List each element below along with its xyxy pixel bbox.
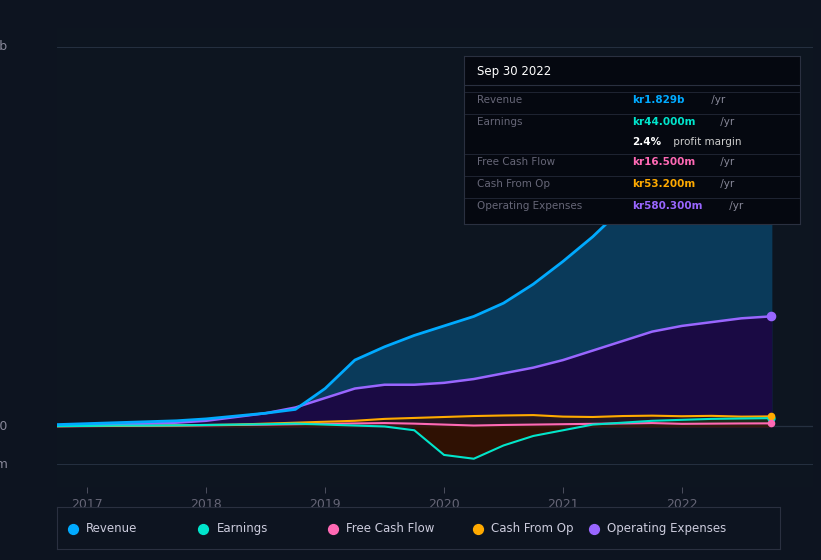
Text: kr580.300m: kr580.300m [632, 200, 703, 211]
Point [764, 312, 777, 321]
Text: 2.4%: 2.4% [632, 137, 661, 147]
Text: -kr200m: -kr200m [0, 458, 8, 471]
Text: /yr: /yr [727, 200, 744, 211]
Point [587, 524, 600, 533]
Text: /yr: /yr [717, 116, 734, 127]
Text: /yr: /yr [717, 157, 734, 167]
Text: kr44.000m: kr44.000m [632, 116, 695, 127]
Text: kr53.200m: kr53.200m [632, 179, 695, 189]
Point [197, 524, 210, 533]
Text: Operating Expenses: Operating Expenses [607, 522, 726, 535]
Text: profit margin: profit margin [670, 137, 741, 147]
Text: kr2b: kr2b [0, 40, 8, 53]
Text: Revenue: Revenue [477, 95, 522, 105]
Point [764, 75, 777, 84]
Text: Free Cash Flow: Free Cash Flow [346, 522, 435, 535]
Text: /yr: /yr [717, 179, 734, 189]
Text: Earnings: Earnings [217, 522, 268, 535]
Text: Cash From Op: Cash From Op [491, 522, 573, 535]
Point [327, 524, 340, 533]
Text: kr0: kr0 [0, 420, 8, 433]
Point [67, 524, 80, 533]
Text: /yr: /yr [708, 95, 725, 105]
Text: Earnings: Earnings [477, 116, 523, 127]
Text: Free Cash Flow: Free Cash Flow [477, 157, 556, 167]
Point [764, 419, 777, 428]
Text: kr1.829b: kr1.829b [632, 95, 685, 105]
Text: kr16.500m: kr16.500m [632, 157, 695, 167]
Point [471, 524, 484, 533]
Text: Cash From Op: Cash From Op [477, 179, 550, 189]
Text: Operating Expenses: Operating Expenses [477, 200, 583, 211]
Text: Revenue: Revenue [86, 522, 138, 535]
Point [764, 412, 777, 421]
Text: Sep 30 2022: Sep 30 2022 [477, 64, 552, 78]
Point [764, 414, 777, 423]
